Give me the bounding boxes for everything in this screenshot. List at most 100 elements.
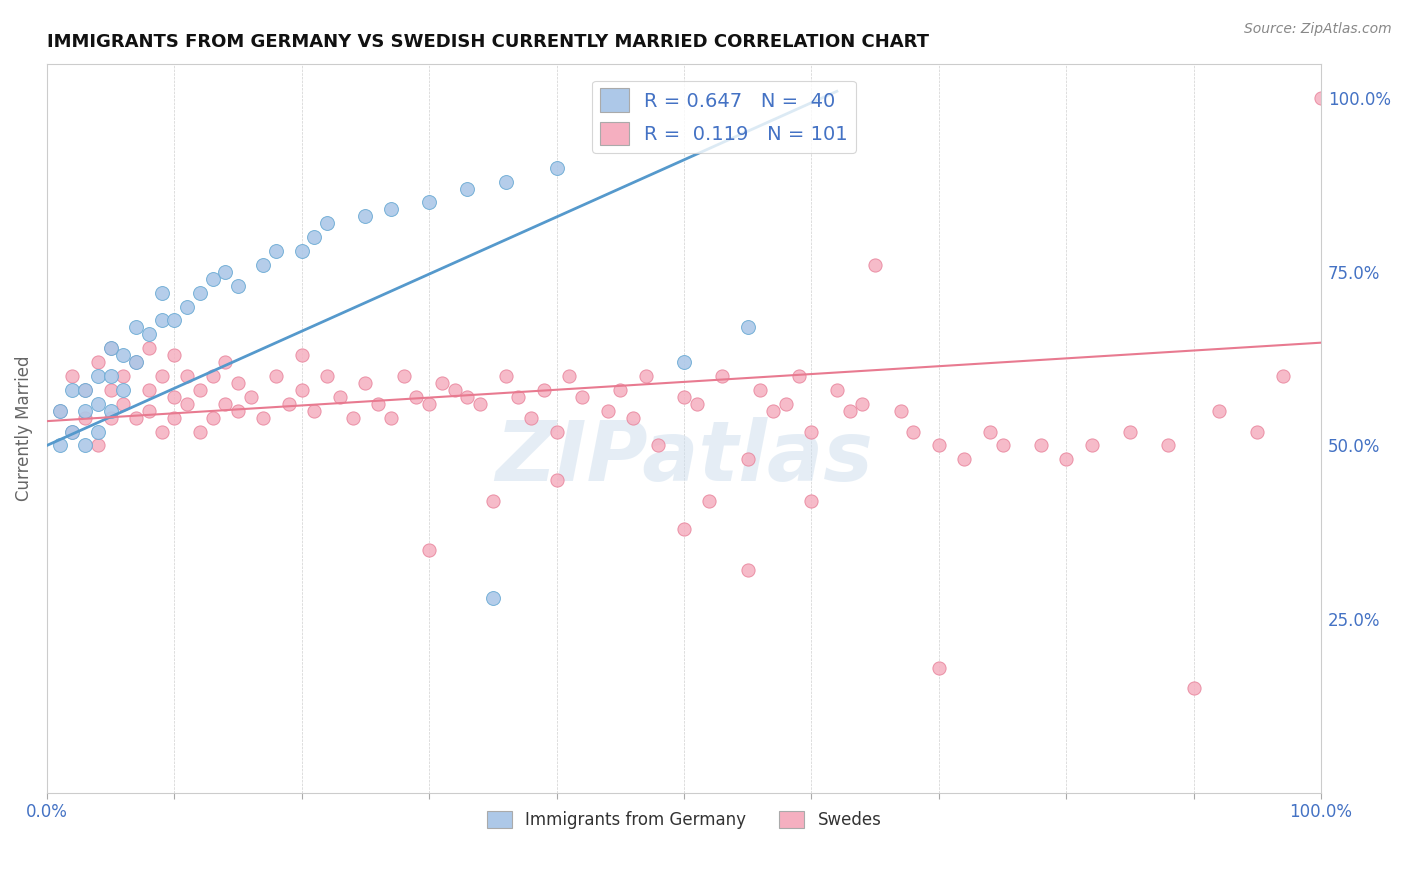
Point xyxy=(1157,438,1180,452)
Point xyxy=(100,341,122,355)
Point xyxy=(1310,91,1333,105)
Point xyxy=(609,383,631,397)
Point xyxy=(825,383,848,397)
Point xyxy=(354,209,377,223)
Point xyxy=(443,383,465,397)
Point xyxy=(380,410,402,425)
Point xyxy=(112,383,135,397)
Point xyxy=(1054,452,1077,467)
Point xyxy=(188,383,211,397)
Point xyxy=(775,397,797,411)
Point xyxy=(291,383,314,397)
Point xyxy=(125,355,148,369)
Point xyxy=(75,410,97,425)
Point xyxy=(672,390,695,404)
Point xyxy=(278,397,301,411)
Point xyxy=(100,341,122,355)
Point xyxy=(508,390,530,404)
Point xyxy=(928,660,950,674)
Point xyxy=(647,438,669,452)
Point xyxy=(112,348,135,362)
Point xyxy=(214,397,236,411)
Point xyxy=(75,403,97,417)
Point xyxy=(456,390,478,404)
Point xyxy=(380,202,402,217)
Legend: Immigrants from Germany, Swedes: Immigrants from Germany, Swedes xyxy=(479,804,889,836)
Point xyxy=(711,369,734,384)
Point xyxy=(558,369,581,384)
Point xyxy=(252,258,274,272)
Point xyxy=(87,438,110,452)
Point xyxy=(1246,425,1268,439)
Y-axis label: Currently Married: Currently Married xyxy=(15,355,32,500)
Point xyxy=(112,369,135,384)
Point xyxy=(596,403,619,417)
Point xyxy=(991,438,1014,452)
Point xyxy=(533,383,555,397)
Point xyxy=(112,397,135,411)
Point xyxy=(87,355,110,369)
Point xyxy=(699,494,721,508)
Point xyxy=(87,369,110,384)
Point xyxy=(226,403,249,417)
Point xyxy=(392,369,415,384)
Point xyxy=(800,425,823,439)
Point xyxy=(60,383,83,397)
Point xyxy=(138,341,160,355)
Point xyxy=(304,403,326,417)
Point xyxy=(291,244,314,258)
Point xyxy=(546,473,568,487)
Point xyxy=(304,230,326,244)
Point xyxy=(150,425,173,439)
Point xyxy=(495,175,517,189)
Point xyxy=(863,258,886,272)
Point xyxy=(176,300,198,314)
Point xyxy=(342,410,364,425)
Point xyxy=(1208,403,1230,417)
Point xyxy=(60,425,83,439)
Point xyxy=(1029,438,1052,452)
Point xyxy=(737,452,759,467)
Point xyxy=(150,313,173,327)
Point xyxy=(87,397,110,411)
Point xyxy=(1119,425,1142,439)
Point xyxy=(87,425,110,439)
Point xyxy=(928,438,950,452)
Point xyxy=(163,390,186,404)
Point xyxy=(482,494,505,508)
Point xyxy=(749,383,772,397)
Point xyxy=(903,425,925,439)
Point xyxy=(418,397,440,411)
Point xyxy=(125,320,148,334)
Point xyxy=(851,397,873,411)
Point xyxy=(264,244,287,258)
Point xyxy=(100,410,122,425)
Point xyxy=(953,452,976,467)
Point xyxy=(100,383,122,397)
Point xyxy=(163,348,186,362)
Point xyxy=(176,397,198,411)
Point xyxy=(634,369,657,384)
Point xyxy=(672,355,695,369)
Point xyxy=(252,410,274,425)
Point xyxy=(316,369,339,384)
Point xyxy=(150,369,173,384)
Point xyxy=(800,494,823,508)
Point xyxy=(621,410,644,425)
Point xyxy=(316,216,339,230)
Point xyxy=(75,383,97,397)
Point xyxy=(188,285,211,300)
Point xyxy=(456,181,478,195)
Point xyxy=(214,265,236,279)
Point xyxy=(672,522,695,536)
Point xyxy=(737,564,759,578)
Point xyxy=(979,425,1001,439)
Point xyxy=(48,403,70,417)
Point xyxy=(163,313,186,327)
Point xyxy=(418,542,440,557)
Point xyxy=(48,403,70,417)
Point xyxy=(163,410,186,425)
Point xyxy=(138,403,160,417)
Point xyxy=(571,390,593,404)
Point xyxy=(201,410,224,425)
